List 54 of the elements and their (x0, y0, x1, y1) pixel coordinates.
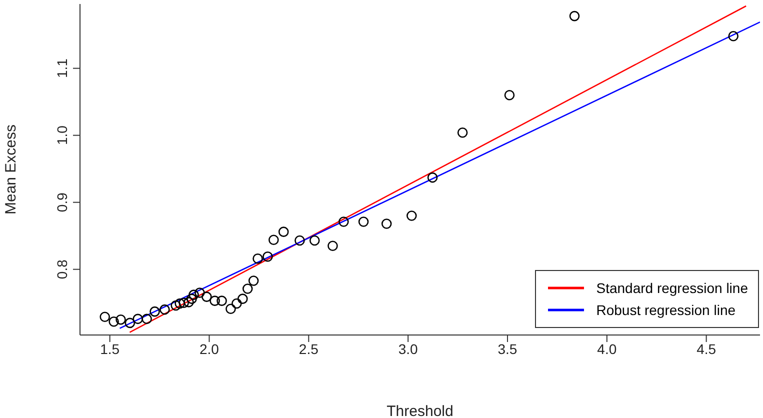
point (202, 292, 212, 302)
point (170, 300, 181, 311)
y-tick-label: 0.9 (54, 192, 70, 212)
point (124, 318, 136, 328)
point (174, 298, 185, 309)
point (381, 218, 392, 229)
point (116, 314, 126, 325)
point (427, 172, 438, 183)
point (358, 216, 369, 227)
point (108, 316, 119, 327)
point (132, 314, 144, 324)
x-tick-label: 2.5 (298, 340, 319, 357)
y-axis-title: Mean Excess (2, 124, 20, 215)
point (248, 276, 259, 286)
point (268, 234, 279, 246)
legend-label: Robust regression line (596, 302, 736, 318)
point (457, 128, 468, 138)
y-tick-label: 1.0 (54, 125, 70, 146)
point (210, 296, 220, 306)
x-tick-label: 4.5 (696, 340, 716, 357)
point (406, 210, 417, 221)
point (150, 306, 160, 317)
point (728, 31, 739, 42)
x-tick-label: 2.0 (200, 340, 220, 357)
point (294, 235, 305, 246)
x-tick-label: 4.0 (597, 340, 617, 357)
legend-label: Standard regression line (596, 280, 748, 296)
x-tick-label: 1.5 (100, 340, 120, 357)
point (184, 297, 194, 308)
point (504, 90, 515, 100)
point (226, 304, 236, 314)
x-axis-title: Threshold (386, 403, 454, 418)
point (216, 296, 227, 306)
x-tick-label: 3.5 (498, 340, 518, 357)
point (188, 290, 199, 300)
point (338, 216, 349, 227)
point (328, 240, 338, 252)
point (186, 294, 197, 304)
point (569, 10, 580, 22)
point (262, 251, 273, 262)
point (252, 253, 263, 264)
point (160, 304, 170, 315)
point (232, 298, 242, 309)
point (242, 284, 253, 294)
y-tick-label: 1.1 (54, 58, 70, 78)
point (142, 314, 152, 324)
point (237, 294, 248, 304)
point (100, 312, 110, 322)
point (178, 298, 189, 308)
y-tick-label: 0.8 (54, 259, 70, 280)
point (194, 288, 205, 298)
point (278, 226, 289, 237)
x-tick-label: 3.0 (398, 340, 418, 357)
point (309, 235, 320, 246)
